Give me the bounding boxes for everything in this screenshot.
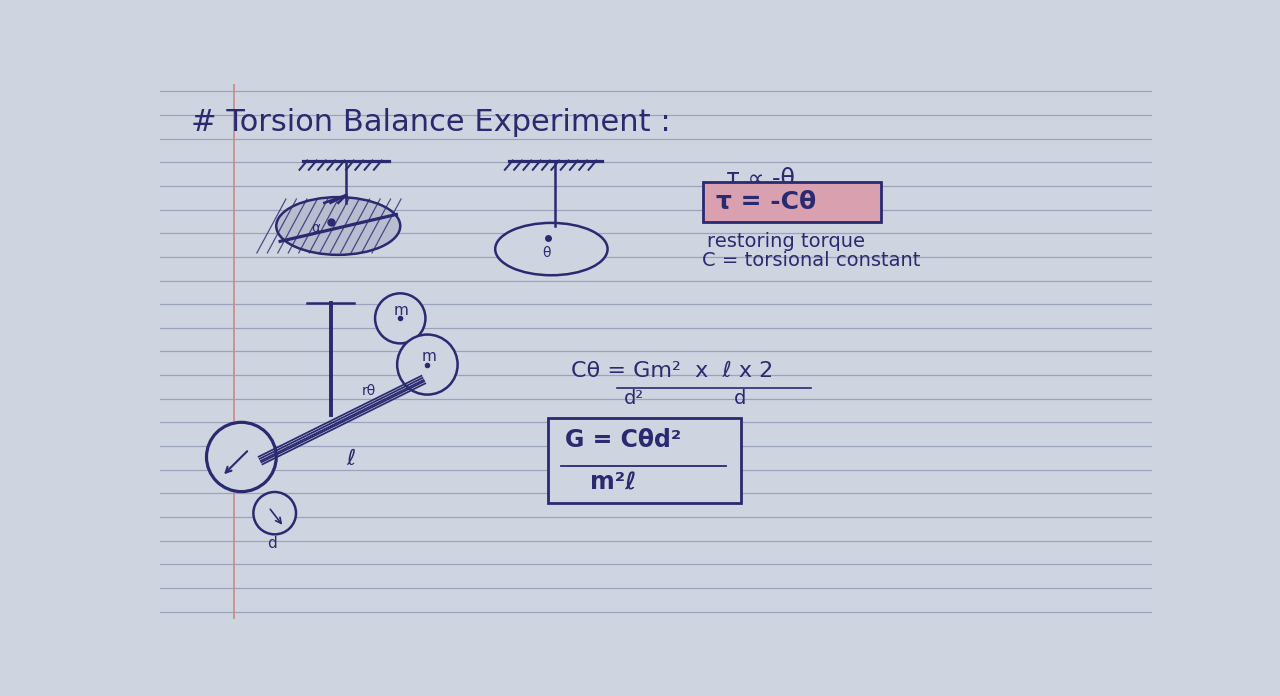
Text: rθ: rθ [361,384,376,398]
Text: τ = -Cθ: τ = -Cθ [717,190,817,214]
Text: α: α [311,221,320,235]
Ellipse shape [375,293,425,343]
Ellipse shape [495,223,608,275]
Text: d²: d² [623,389,644,409]
Text: restoring torque: restoring torque [707,232,865,251]
Ellipse shape [276,197,401,255]
Text: d: d [733,389,746,409]
Bar [548,418,741,503]
Bar [703,182,881,222]
Text: G = Cθd²: G = Cθd² [564,428,681,452]
Text: m: m [394,303,408,317]
Text: Cθ = Gm²  x  ℓ x 2: Cθ = Gm² x ℓ x 2 [571,361,773,381]
Text: ℓ: ℓ [346,449,356,468]
Text: τ ∝ -θ: τ ∝ -θ [726,166,795,191]
Ellipse shape [206,422,276,491]
Text: C = torsional constant: C = torsional constant [703,251,920,270]
Text: # Torsion Balance Experiment :: # Torsion Balance Experiment : [191,108,671,137]
Text: m: m [421,349,436,364]
Text: m²ℓ: m²ℓ [590,470,636,494]
Ellipse shape [253,492,296,535]
Text: d: d [268,536,276,551]
Ellipse shape [397,335,458,395]
Text: θ: θ [541,246,550,260]
